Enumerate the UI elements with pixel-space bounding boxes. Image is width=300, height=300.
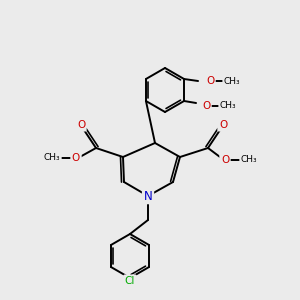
Text: N: N: [144, 190, 152, 202]
Text: CH₃: CH₃: [224, 76, 240, 85]
Text: O: O: [77, 120, 85, 130]
Text: Cl: Cl: [125, 276, 135, 286]
Text: O: O: [206, 76, 214, 86]
Text: O: O: [202, 101, 210, 111]
Text: O: O: [219, 120, 227, 130]
Text: CH₃: CH₃: [44, 154, 60, 163]
Text: CH₃: CH₃: [241, 155, 257, 164]
Text: CH₃: CH₃: [220, 101, 236, 110]
Text: O: O: [72, 153, 80, 163]
Text: O: O: [221, 155, 229, 165]
